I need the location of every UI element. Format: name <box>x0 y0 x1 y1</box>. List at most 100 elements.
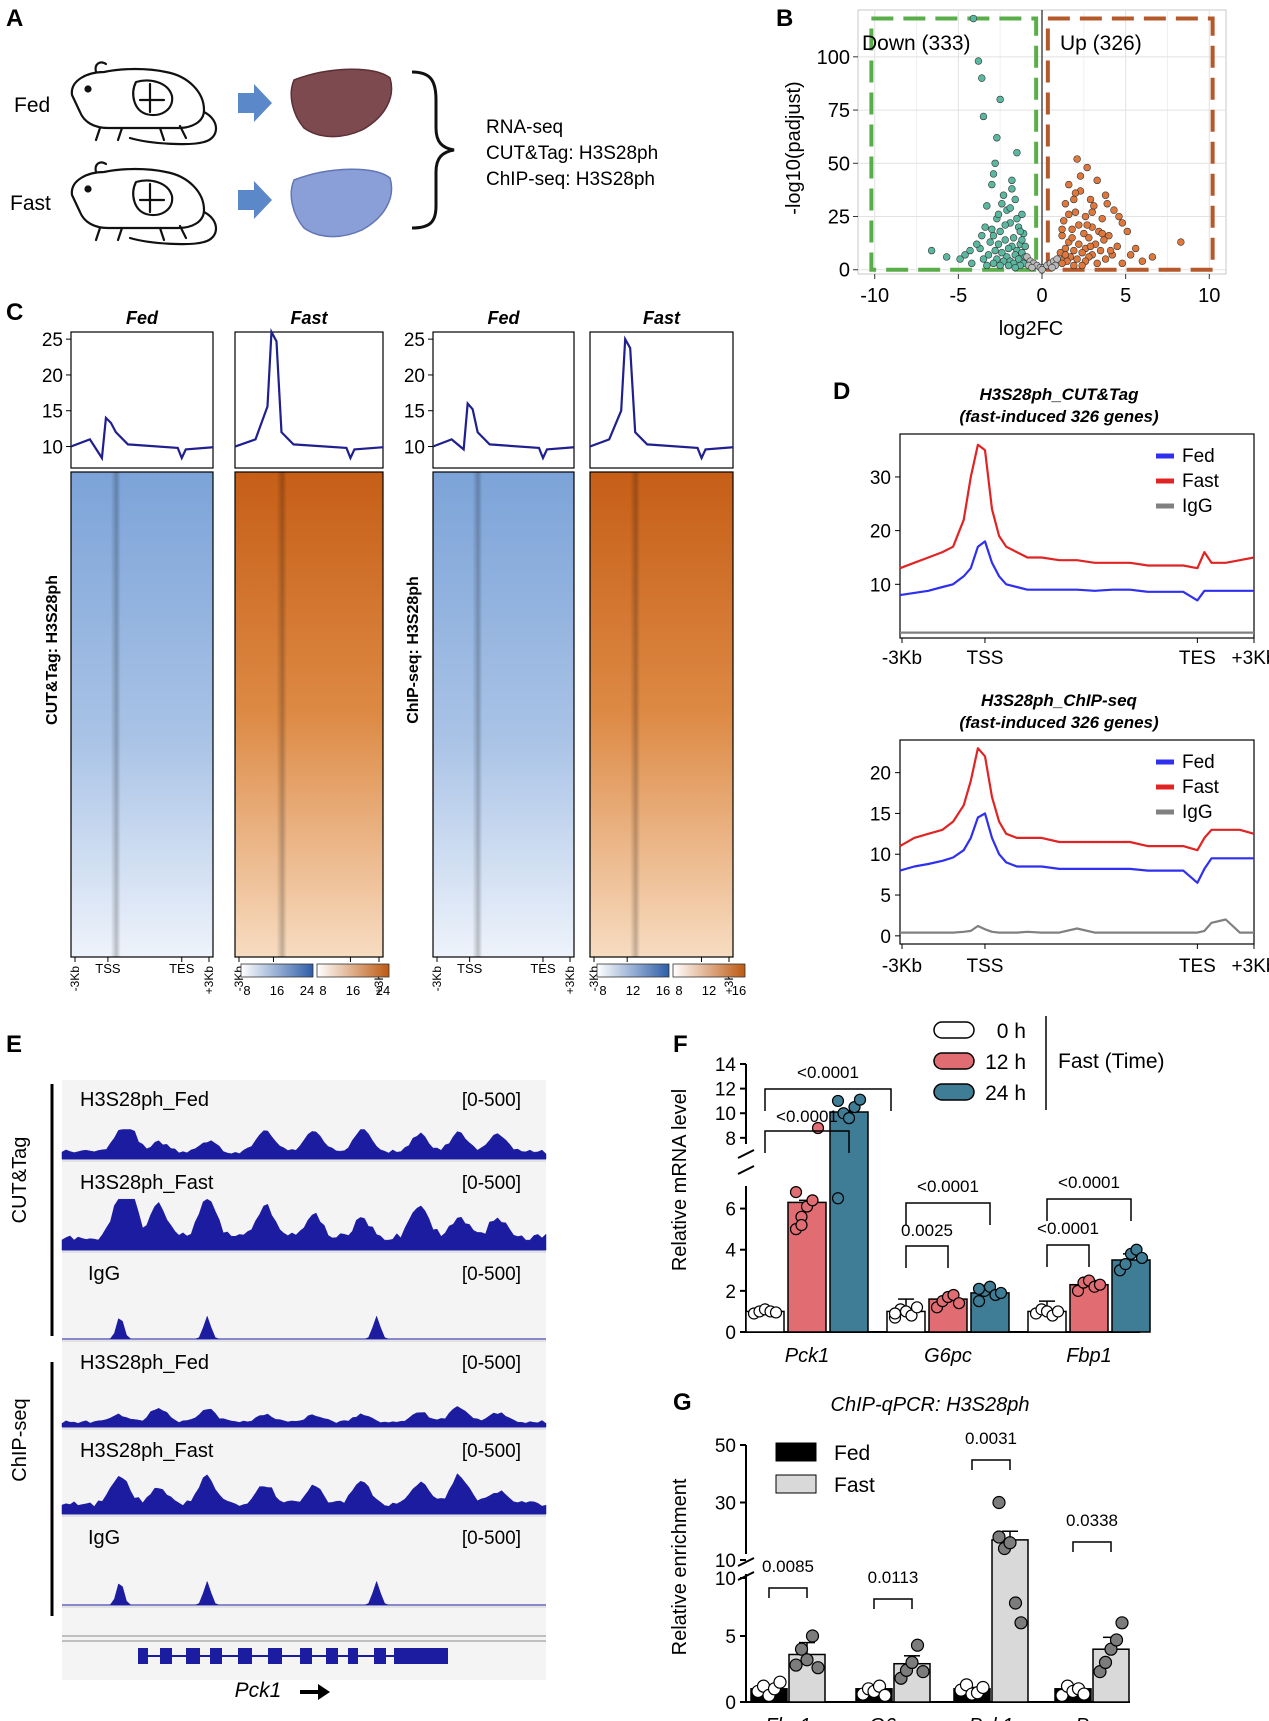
col-1-y-tick-label: 10 <box>42 438 63 459</box>
volcano-point-up <box>1138 257 1147 265</box>
f-point <box>972 1295 986 1308</box>
volcano-point-down <box>1018 236 1026 244</box>
track-name-4: H3S28ph_Fed <box>80 1352 209 1374</box>
colorbar-orange-2 <box>672 963 746 978</box>
f-point <box>1119 1258 1132 1271</box>
panel-d: D H3S28ph_CUT&Tag (fast-induced 326 gene… <box>833 378 1269 977</box>
group-brace-icon <box>411 70 455 230</box>
col-2-heatmap-frame <box>234 471 384 958</box>
col-3-profile-line <box>432 400 575 461</box>
d-bottom-y-tick-label: 10 <box>870 845 891 866</box>
volcano-point-up <box>1058 259 1066 268</box>
volcano-point-down <box>1001 236 1009 244</box>
track-signal-4 <box>61 1406 547 1428</box>
g-point <box>1014 1616 1028 1630</box>
track-name-2: H3S28ph_Fast <box>80 1172 214 1194</box>
volcano-point-up <box>1058 231 1066 240</box>
volcano-point-up <box>1100 236 1108 244</box>
d-bottom-y-tick-label: 20 <box>870 764 891 785</box>
g-point <box>805 1629 820 1643</box>
mrna-bar-chart: 8 10 12 14 0 2 4 6 Pck1 G6pc Fbp1 <0.0001 <0.0001 0.0… <box>715 1016 1151 1367</box>
colorbar-blue-1 <box>240 963 314 978</box>
g-category-label: Pck1 <box>969 1715 1013 1721</box>
volcano-point-down <box>974 57 983 65</box>
f-point <box>994 1286 1008 1300</box>
panel-e-letter: E <box>6 1031 22 1058</box>
g-point <box>800 1653 814 1667</box>
panel-d-letter: D <box>833 378 850 405</box>
colorbar-orange-label: 8 <box>319 983 326 998</box>
volcano-point-up <box>1115 212 1123 221</box>
volcano-point-down <box>996 261 1004 270</box>
g-y-tick-label: 50 <box>715 1436 736 1457</box>
volcano-point-down <box>1008 176 1016 185</box>
panel-f-letter: F <box>673 1031 688 1058</box>
gene-exon <box>394 1648 448 1664</box>
panel-e: E H3S28ph_Fed [0-500] H3S28ph_Fast [0-500] I… <box>6 1031 547 1702</box>
d-top-line-fast <box>899 443 1255 570</box>
col-1-y-tick-label: 25 <box>42 330 63 351</box>
volcano-point-up <box>1081 212 1090 221</box>
y-tick-label: 25 <box>828 207 850 229</box>
g-point <box>1109 1633 1124 1647</box>
f-comparison-pvalue: 0.0025 <box>901 1221 953 1240</box>
volcano-point-up <box>1118 219 1126 227</box>
volcano-point-down <box>979 255 988 263</box>
col-3-y-tick-label: 25 <box>404 330 425 351</box>
f-point <box>831 1094 845 1108</box>
d-top-x-label: TES <box>1179 648 1216 669</box>
volcano-point-ns <box>1028 263 1036 272</box>
y-tick-label: 75 <box>828 100 850 122</box>
g-comparison-bracket <box>873 1598 913 1609</box>
volcano-point-down <box>984 251 993 259</box>
volcano-point-down <box>996 227 1004 236</box>
metagene-profiles: 10 20 30 -3Kb TSS TES +3Kb Fed Fast IgG 0 5 10 15 20 -3… <box>870 433 1269 977</box>
volcano-point-down <box>996 95 1004 104</box>
g-point <box>1077 1687 1091 1701</box>
d-bottom-title-1: H3S28ph_ChIP-seq <box>981 691 1137 710</box>
y-tick-label: 50 <box>828 153 850 175</box>
volcano-point-up <box>1101 255 1110 263</box>
volcano-point-down <box>983 261 991 270</box>
col-1-x-label: TES <box>169 961 195 976</box>
volcano-point-ns <box>1053 255 1061 263</box>
f-y-tick-label: 6 <box>725 1200 736 1221</box>
d-top-x-label: TSS <box>966 648 1003 669</box>
d-bottom-y-tick-label: 5 <box>880 886 891 907</box>
colorbar-blue-2 <box>596 963 670 978</box>
volcano-point-up <box>1068 225 1076 233</box>
col-2-profile-box <box>234 331 384 469</box>
f-legend-label: 24 h <box>985 1082 1026 1105</box>
g-category-label: Fbp1 <box>765 1715 811 1721</box>
panel-c-letter: C <box>6 299 23 326</box>
volcano-point-up <box>1075 221 1083 229</box>
volcano-point-down <box>999 191 1008 199</box>
g-point <box>916 1665 930 1679</box>
f-point <box>831 1192 845 1205</box>
f-comparison-pvalue: <0.0001 <box>797 1063 859 1082</box>
col-4-title: Fast <box>643 308 681 328</box>
gene-direction-arrow-icon <box>300 1684 330 1700</box>
mouse-fed-icon <box>70 61 218 146</box>
g-point <box>910 1638 925 1652</box>
volcano-point-down <box>989 259 998 268</box>
volcano-point-down <box>1016 227 1024 236</box>
col-3-y-tick-label: 15 <box>404 402 425 423</box>
volcano-point-down <box>1009 234 1018 242</box>
d-top-title-2: (fast-induced 326 genes) <box>959 407 1159 426</box>
volcano-point-up <box>1083 221 1091 229</box>
x-tick-label: 10 <box>1198 285 1220 307</box>
f-y-tick-label: 2 <box>725 1282 736 1303</box>
track-range-2: [0-500] <box>462 1173 521 1194</box>
volcano-point-up <box>1073 255 1081 263</box>
volcano-point-down <box>978 231 986 240</box>
heatmap-grid: Fed 25 20 15 10 -3Kb TSS TES +3Kb Fast -3Kb TSS TES +… <box>42 308 746 998</box>
track-signal-2 <box>61 1198 547 1251</box>
d-top-legend-label: Fed <box>1182 446 1215 467</box>
d-bottom-x-label: TSS <box>966 956 1003 977</box>
track-signal-5 <box>61 1473 547 1515</box>
volcano-point-up <box>1061 251 1070 259</box>
g-legend-label: Fed <box>834 1442 870 1465</box>
f-point <box>972 1282 986 1295</box>
